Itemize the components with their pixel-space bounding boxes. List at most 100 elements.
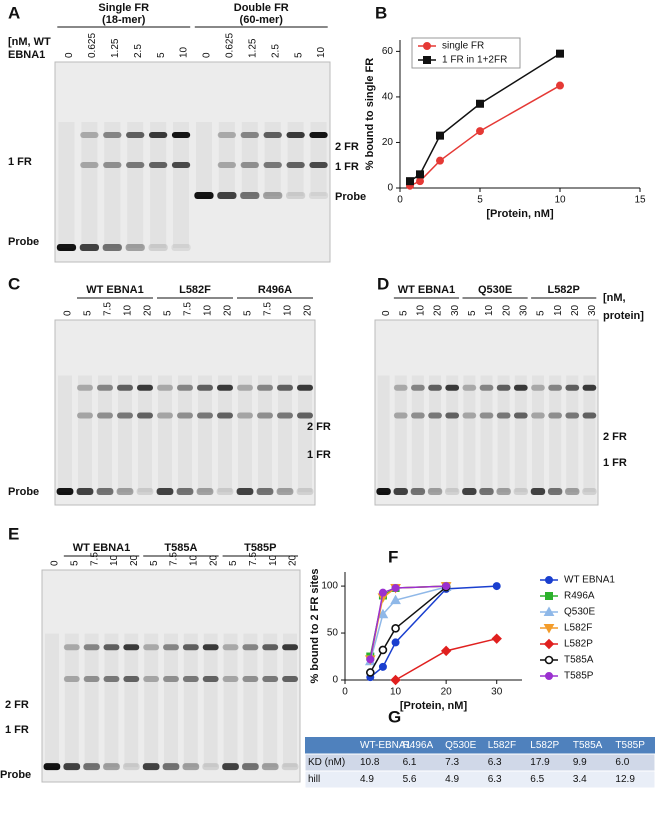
- group-label: Single FR: [98, 2, 149, 14]
- group-note: (60-mer): [240, 14, 284, 26]
- gel-band: [125, 244, 145, 251]
- gel-band: [148, 132, 168, 138]
- band-label: 2 FR: [307, 421, 331, 433]
- gel-band: [286, 162, 305, 168]
- gel-band: [171, 244, 191, 251]
- lane-label: 10: [316, 46, 327, 58]
- gel-band: [156, 488, 174, 496]
- gel-band: [196, 488, 214, 496]
- y-tick-label: 60: [382, 46, 394, 57]
- gel-band: [531, 412, 545, 419]
- point: [378, 645, 388, 655]
- lane-label: 0.625: [225, 33, 236, 58]
- gel-band: [126, 162, 145, 168]
- gel-smear: [463, 375, 476, 493]
- band-label: Probe: [8, 236, 39, 248]
- gel-smear: [124, 633, 139, 768]
- lane-label: 7.5: [89, 552, 100, 566]
- table-header-cell: WT-EBNA1: [360, 740, 412, 751]
- legend-label: single FR: [442, 41, 484, 52]
- lane-label: 10: [188, 554, 199, 566]
- gel-smear: [138, 375, 152, 493]
- band-label: Probe: [0, 769, 31, 781]
- table-header-cell: L582F: [488, 740, 516, 751]
- point: [378, 588, 387, 597]
- table-cell: 4.9: [360, 774, 374, 785]
- band-label: Probe: [335, 191, 366, 203]
- gel-band: [393, 488, 408, 496]
- gel-band: [176, 488, 194, 496]
- gel-band: [56, 488, 74, 496]
- point: [366, 655, 375, 664]
- gel-smear: [377, 375, 390, 493]
- lane-label: 0: [50, 560, 61, 566]
- gel-band: [76, 488, 94, 496]
- legend-label: L582F: [564, 623, 592, 634]
- group-label: WT EBNA1: [86, 284, 143, 296]
- gel-smear: [58, 122, 75, 248]
- gel-band: [462, 384, 477, 391]
- legend-label: 1 FR in 1+2FR: [442, 55, 507, 66]
- gel-band: [393, 412, 408, 419]
- band-label: 2 FR: [335, 141, 359, 153]
- gel-band: [103, 644, 120, 651]
- lane-label: 1.25: [110, 38, 121, 58]
- lane-label: 2.5: [133, 44, 144, 58]
- gel-smear: [58, 375, 72, 493]
- lane-label: 10: [109, 554, 120, 566]
- gel-band: [202, 676, 219, 682]
- gel-band: [410, 488, 426, 496]
- lane-label: 5: [163, 310, 174, 316]
- gel-band: [513, 488, 529, 496]
- gel-band: [393, 384, 408, 391]
- table-cell: 4.9: [445, 774, 459, 785]
- gel-band: [83, 763, 100, 771]
- gel-band: [117, 384, 133, 391]
- point: [476, 99, 484, 108]
- table-header: [305, 737, 655, 754]
- panel-letter: F: [388, 547, 398, 566]
- point: [391, 638, 400, 647]
- gel-band: [96, 488, 114, 496]
- gel-band: [496, 384, 511, 391]
- gel-band: [277, 412, 293, 419]
- table-cell: 6.3: [488, 757, 502, 768]
- point: [543, 638, 555, 650]
- table-cell: 6.5: [530, 774, 544, 785]
- lane-label: 1.25: [247, 38, 258, 58]
- lane-label: 5: [69, 560, 80, 566]
- gel-smear: [241, 122, 258, 196]
- gel-band: [257, 412, 273, 419]
- band-label: 2 FR: [5, 699, 29, 711]
- gel-band: [202, 763, 220, 771]
- lane-label: 20: [570, 304, 581, 316]
- gel-band: [282, 644, 299, 651]
- series-line: [395, 637, 497, 681]
- gel-band: [97, 412, 113, 419]
- gel-band: [309, 132, 328, 138]
- table-header-cell: R496A: [403, 740, 434, 751]
- gel-band: [63, 644, 80, 651]
- series-line: [369, 586, 447, 662]
- gel-band: [80, 132, 99, 138]
- lane-label: 30: [587, 304, 598, 316]
- gel-band: [548, 384, 562, 391]
- lane-label: 7.5: [248, 552, 259, 566]
- gel-band: [222, 676, 239, 682]
- gel-band: [143, 676, 160, 682]
- gel-band: [376, 488, 391, 496]
- gel-band: [513, 384, 528, 391]
- panel-letter: D: [377, 274, 389, 293]
- point: [476, 127, 484, 136]
- lane-label: 10: [268, 554, 279, 566]
- legend-label: T585A: [564, 655, 594, 666]
- gel-band: [297, 384, 313, 391]
- point: [491, 633, 502, 644]
- lane-label: 5: [149, 560, 160, 566]
- gel-smear: [183, 633, 198, 768]
- gel-band: [126, 132, 145, 138]
- gel-band: [548, 412, 562, 419]
- table-cell: 6.1: [403, 757, 417, 768]
- gel-band: [582, 384, 597, 391]
- lane-label: 7.5: [263, 302, 274, 316]
